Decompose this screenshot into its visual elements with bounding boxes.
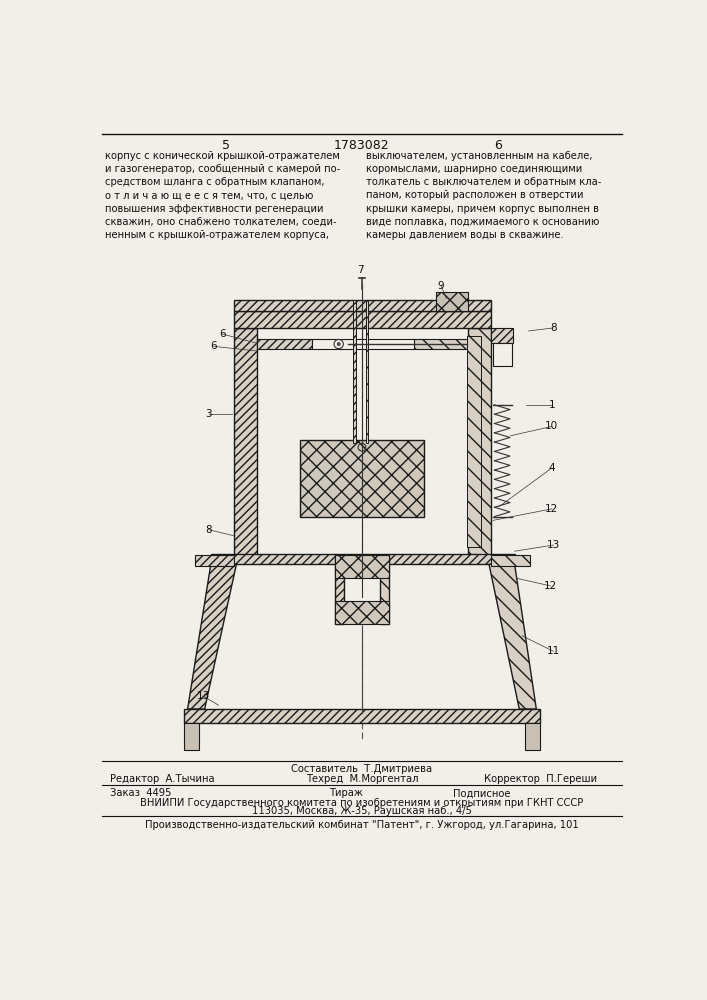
- Bar: [335, 601, 389, 624]
- Text: Редактор  А.Тычина: Редактор А.Тычина: [110, 774, 215, 784]
- Bar: [300, 440, 424, 517]
- Text: 5: 5: [221, 139, 230, 152]
- Text: корпус с конической крышкой-отражателем
и газогенератор, сообщенный с камерой по: корпус с конической крышкой-отражателем …: [105, 151, 341, 240]
- Text: Тираж: Тираж: [329, 788, 363, 798]
- Bar: [211, 554, 515, 564]
- Circle shape: [337, 343, 340, 346]
- Text: 10: 10: [545, 421, 559, 431]
- Text: 8: 8: [550, 323, 556, 333]
- Bar: [184, 723, 199, 750]
- Bar: [525, 723, 540, 750]
- Text: 6: 6: [493, 139, 501, 152]
- Text: Производственно-издательский комбинат "Патент", г. Ужгород, ул.Гагарина, 101: Производственно-издательский комбинат "П…: [145, 820, 579, 830]
- Text: Заказ  4495: Заказ 4495: [110, 788, 172, 798]
- Bar: [257, 339, 312, 349]
- Text: 6: 6: [219, 329, 226, 339]
- Bar: [344, 555, 380, 624]
- Bar: [234, 311, 491, 328]
- Bar: [335, 555, 344, 624]
- Text: 7: 7: [357, 265, 363, 275]
- Text: 11: 11: [547, 646, 560, 656]
- Text: 6: 6: [211, 341, 217, 351]
- Text: 13: 13: [197, 691, 210, 701]
- Bar: [354, 300, 356, 443]
- Bar: [234, 300, 491, 311]
- Text: 3: 3: [205, 409, 212, 419]
- Bar: [467, 336, 481, 547]
- Bar: [493, 343, 512, 366]
- Text: ВНИИПИ Государственного комитета по изобретениям и открытиям при ГКНТ СССР: ВНИИПИ Государственного комитета по изоб…: [140, 798, 583, 808]
- Text: 13: 13: [547, 540, 560, 550]
- Text: 4: 4: [549, 463, 555, 473]
- Text: 1783082: 1783082: [334, 139, 390, 152]
- Bar: [468, 328, 491, 555]
- Bar: [195, 555, 234, 566]
- Text: 9: 9: [438, 281, 444, 291]
- Polygon shape: [489, 564, 537, 709]
- Bar: [184, 709, 540, 723]
- Bar: [366, 300, 368, 443]
- Text: 12: 12: [544, 581, 557, 591]
- Bar: [312, 339, 414, 349]
- Text: Техред  М.Моргентал: Техред М.Моргентал: [305, 774, 419, 784]
- Text: 8: 8: [205, 525, 212, 535]
- Text: 12: 12: [545, 504, 559, 514]
- Text: выключателем, установленным на кабеле,
коромыслами, шарнирно соединяющими
толкат: выключателем, установленным на кабеле, к…: [366, 151, 601, 240]
- Text: Составитель  Т.Дмитриева: Составитель Т.Дмитриева: [291, 764, 433, 774]
- Bar: [436, 292, 468, 311]
- Bar: [414, 339, 468, 349]
- Text: 1: 1: [549, 400, 555, 410]
- Bar: [335, 555, 389, 578]
- Text: Подписное: Подписное: [452, 788, 510, 798]
- Bar: [257, 328, 468, 555]
- Text: 113035, Москва, Ж-35, Раушская наб., 4/5: 113035, Москва, Ж-35, Раушская наб., 4/5: [252, 806, 472, 816]
- Text: Корректор  П.Гереши: Корректор П.Гереши: [484, 774, 597, 784]
- Polygon shape: [187, 564, 236, 709]
- Bar: [380, 555, 389, 624]
- Bar: [491, 555, 530, 566]
- Bar: [234, 328, 257, 555]
- Bar: [491, 328, 513, 343]
